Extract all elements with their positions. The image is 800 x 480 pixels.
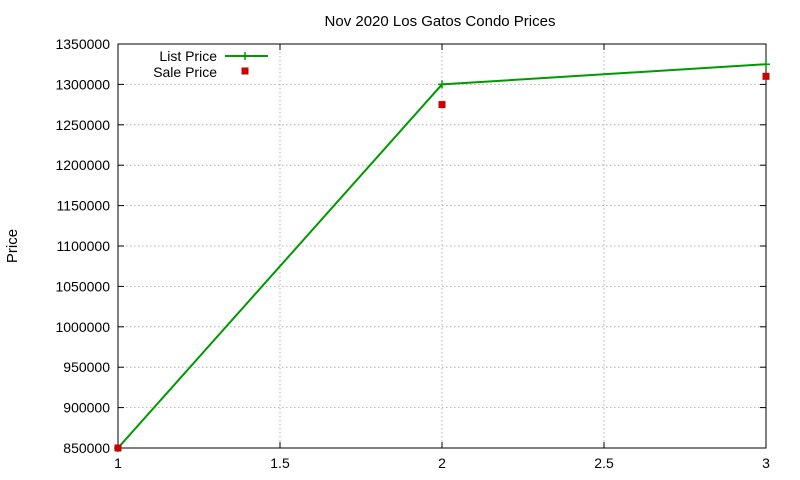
y-tick-label: 1250000: [55, 117, 110, 133]
x-tick-label: 1.5: [270, 455, 290, 471]
legend-label-sale-price: Sale Price: [153, 64, 217, 80]
x-tick-label: 2.5: [594, 455, 614, 471]
y-tick-label: 1200000: [55, 157, 110, 173]
axis-ticks: 850000 900000 950000 1000000 1050000 1100000 1…: [55, 36, 770, 471]
series-layer: [114, 60, 770, 452]
sale-price-point: [438, 101, 446, 109]
y-tick-label: 850000: [63, 440, 110, 456]
list-price-point: [438, 80, 446, 89]
y-tick-label: 1100000: [57, 238, 111, 254]
y-tick-label: 900000: [63, 400, 110, 416]
y-tick-label: 1050000: [55, 278, 110, 294]
y-tick-label: 1000000: [55, 319, 110, 335]
y-tick-label: 950000: [63, 359, 110, 375]
legend: List Price Sale Price: [153, 48, 268, 80]
x-tick-label: 3: [762, 455, 770, 471]
legend-label-list-price: List Price: [159, 48, 217, 64]
sale-price-point: [114, 444, 122, 452]
y-tick-label: 1150000: [57, 198, 111, 214]
x-tick-label: 2: [438, 455, 446, 471]
legend-marker-sale-price: [241, 67, 249, 75]
y-tick-label: 1300000: [55, 76, 110, 92]
x-tick-label: 1: [114, 455, 122, 471]
y-axis-label: Price: [4, 229, 21, 263]
list-price-point: [762, 60, 770, 69]
legend-marker-list-price: [241, 52, 249, 60]
chart-title: Nov 2020 Los Gatos Condo Prices: [325, 13, 556, 30]
y-tick-label: 1350000: [55, 36, 110, 52]
sale-price-point: [762, 72, 770, 80]
